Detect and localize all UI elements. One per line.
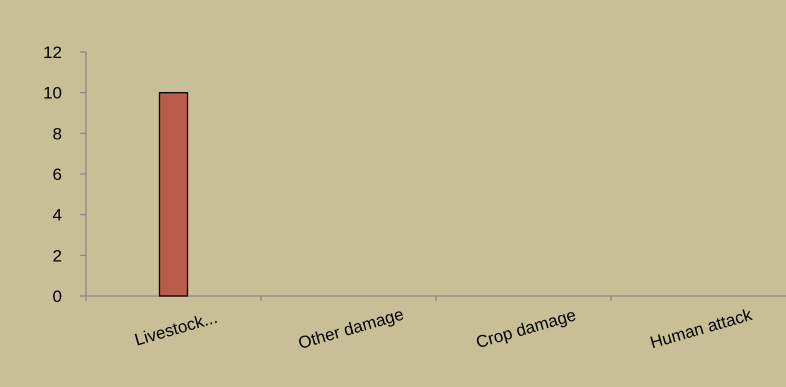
- category-label-group: Crop damage: [474, 305, 578, 352]
- y-tick-label: 4: [53, 206, 62, 225]
- category-label-group: Other damage: [296, 305, 406, 353]
- category-label-group: Human attack: [648, 305, 755, 352]
- bars: [158, 92, 189, 297]
- y-tick-label: 12: [43, 43, 62, 62]
- y-tick-label: 10: [43, 84, 62, 103]
- y-tick-label: 6: [53, 165, 62, 184]
- category-label-group: Livestock...: [132, 308, 219, 350]
- category-label: Human attack: [648, 305, 755, 352]
- y-tick-label: 8: [53, 124, 62, 143]
- axes: [85, 52, 786, 301]
- x-axis-category-labels: Livestock... Other damage Crop damage Human…: [132, 305, 754, 353]
- category-label: Crop damage: [474, 305, 578, 352]
- category-label: Livestock...: [132, 308, 219, 350]
- bar: [158, 92, 189, 297]
- y-axis-ticks: 0 2 4 6 8 10 12: [43, 43, 86, 306]
- category-label: Other damage: [296, 305, 406, 353]
- y-tick-label: 0: [53, 287, 62, 306]
- y-tick-label: 2: [53, 246, 62, 265]
